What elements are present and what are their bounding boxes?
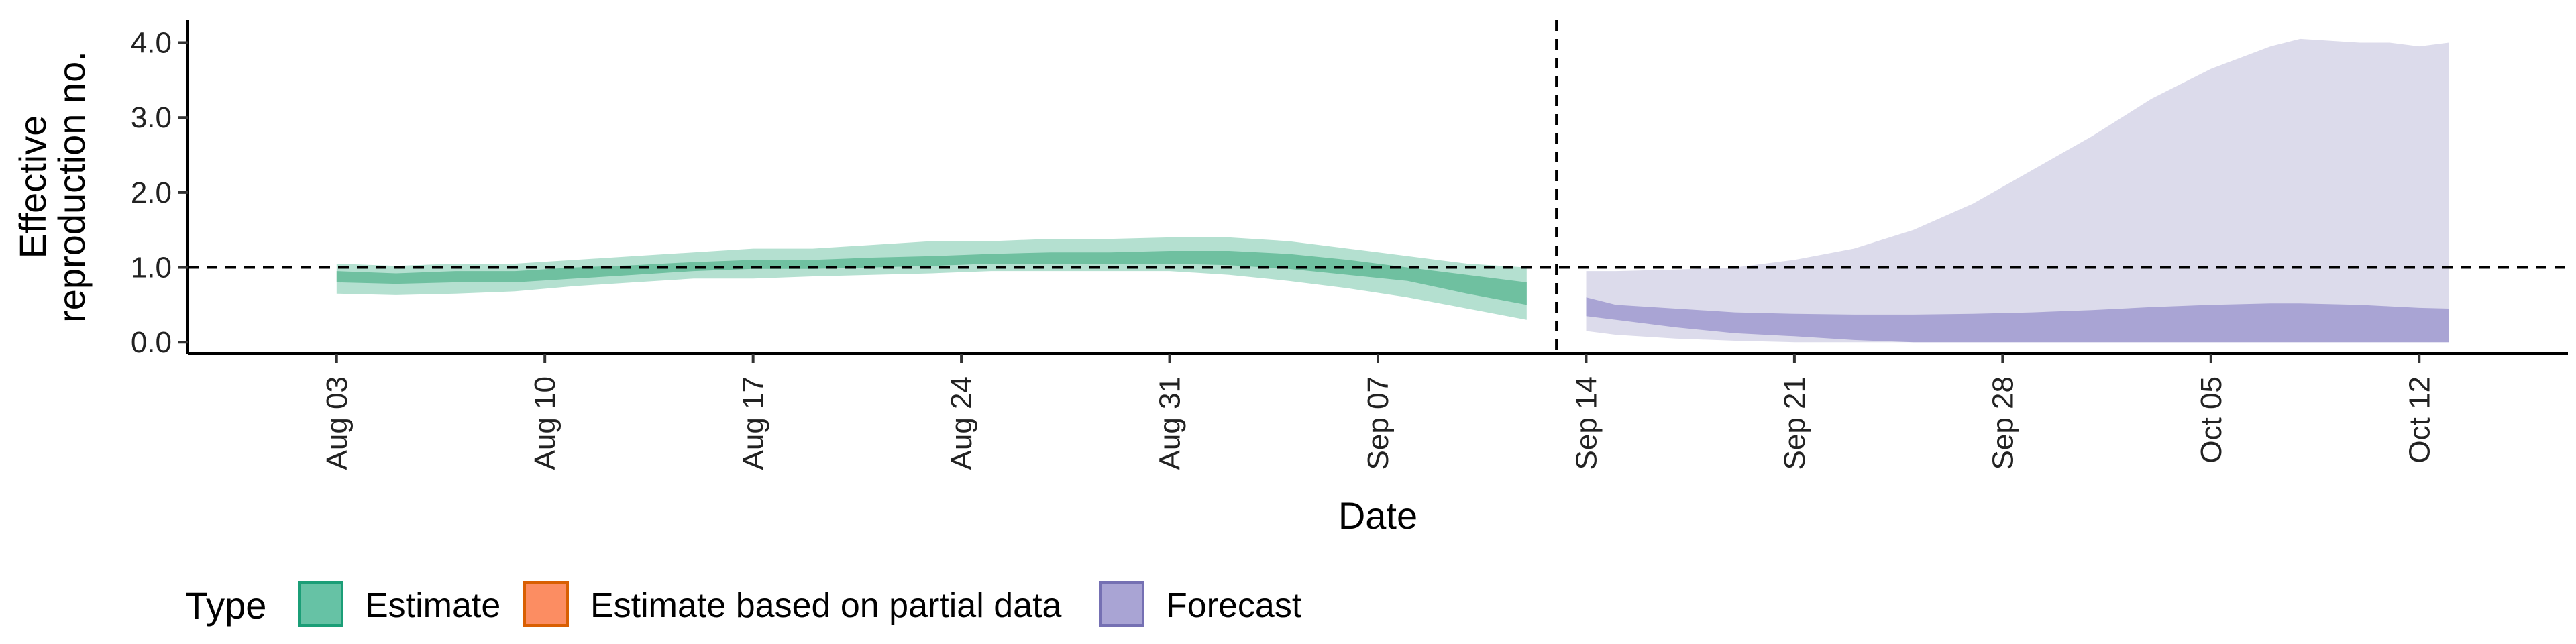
ribbon-layer: [336, 38, 2449, 343]
x-tick-label: Sep 07: [1362, 376, 1395, 470]
legend-swatch-estimate: [298, 581, 343, 627]
x-tick-label: Aug 24: [945, 376, 978, 470]
legend-swatch-forecast: [1099, 581, 1144, 627]
x-tick-label: Sep 14: [1570, 376, 1603, 470]
legend-label: Estimate: [365, 586, 500, 625]
x-axis-title: Date: [1338, 494, 1417, 537]
estimate-inner-band: [336, 251, 1527, 305]
y-tick-label: 1.0: [131, 252, 172, 284]
y-tick-label: 4.0: [131, 27, 172, 60]
axes: 0.0 1.0 2.0 3.0 4.0 Aug 03 Aug 10 Aug 17 Aug 24 A…: [131, 20, 2568, 470]
y-tick-label: 0.0: [131, 326, 172, 359]
legend-label: Forecast: [1166, 586, 1302, 625]
y-tick-label: 3.0: [131, 101, 172, 134]
forecast-outer-band: [1586, 38, 2449, 343]
x-tick-label: Aug 31: [1154, 376, 1187, 470]
legend: Type Estimate Estimate based on partial da…: [185, 581, 1302, 627]
x-tick-label: Oct 05: [2195, 376, 2228, 464]
forecast-inner-band: [1586, 297, 2449, 343]
y-axis-title-line: reproduction no.: [50, 51, 93, 323]
x-tick-label: Sep 28: [1986, 376, 2019, 470]
y-tick-label: 2.0: [131, 176, 172, 209]
reference-lines: [188, 20, 2568, 354]
legend-title: Type: [185, 584, 266, 627]
legend-swatch-estimate-based-on-partial-data: [523, 581, 569, 627]
x-tick-label: Aug 03: [321, 376, 354, 470]
y-axis-title-line: Effective: [11, 115, 54, 259]
x-tick-label: Aug 17: [737, 376, 770, 470]
x-tick-label: Sep 21: [1778, 376, 1811, 470]
legend-label: Estimate based on partial data: [590, 586, 1062, 625]
x-tick-label: Oct 12: [2403, 376, 2436, 464]
x-tick-label: Aug 10: [529, 376, 561, 470]
